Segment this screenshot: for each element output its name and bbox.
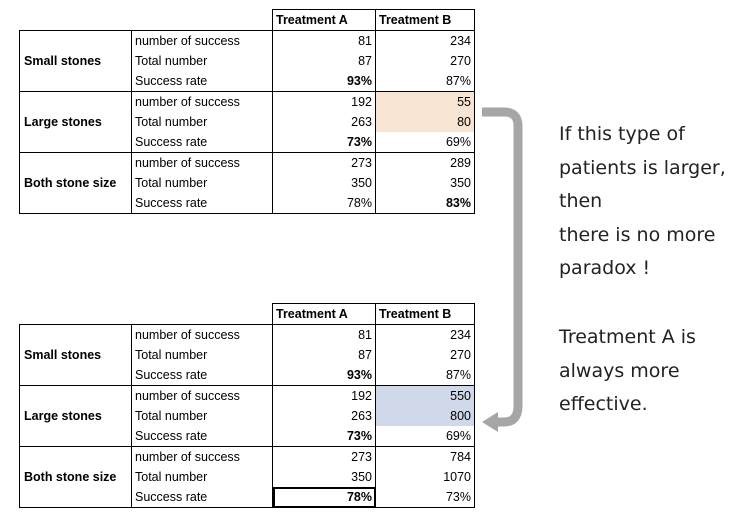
table-row: Success rate 73% 69% (19, 426, 475, 447)
value-a-boxed: 78% (272, 487, 376, 508)
group-label: Both stone size (19, 173, 132, 193)
table-row: number of success 192 55 (19, 91, 475, 112)
metric-label: Success rate (131, 71, 273, 92)
group-label: Both stone size (19, 467, 132, 487)
value-a: 350 (272, 173, 376, 193)
table-row: Success rate 78% 83% (19, 193, 475, 214)
note-line: there is no more (559, 223, 716, 246)
note-line: Treatment A is (559, 326, 696, 348)
metric-label: Total number (131, 467, 273, 487)
table-row: Success rate 93% 87% (19, 365, 475, 386)
value-b-highlighted: 800 (375, 406, 475, 426)
table-row: Small stones Total number 87 270 (19, 51, 475, 71)
header-treatment-a: Treatment A (272, 303, 376, 325)
value-a: 81 (272, 30, 376, 51)
value-a: 273 (272, 446, 376, 467)
value-b: 234 (375, 30, 475, 51)
table-row: number of success 81 234 (19, 30, 475, 51)
value-a: 93% (272, 71, 376, 92)
table-row: Large stones Total number 263 80 (19, 112, 475, 132)
value-a: 93% (272, 365, 376, 386)
note-line: patients is larger, (559, 156, 726, 179)
value-a: 263 (272, 406, 376, 426)
metric-label: Total number (131, 51, 273, 71)
value-b-highlighted: 550 (375, 385, 475, 406)
table-header-row: Treatment A Treatment B (20, 9, 475, 31)
table-row: Success rate 93% 87% (19, 71, 475, 92)
value-a: 350 (272, 467, 376, 487)
note-line: If this type of (559, 123, 685, 145)
value-a: 81 (272, 324, 376, 345)
metric-label: Success rate (131, 487, 273, 508)
value-b: 234 (375, 324, 475, 345)
value-a: 78% (272, 193, 376, 214)
value-b: 87% (375, 71, 475, 92)
bottom-comparison-table: Treatment A Treatment B number of succes… (19, 303, 475, 508)
group-label: Small stones (19, 345, 132, 365)
metric-label: Success rate (131, 193, 273, 214)
metric-label: Success rate (131, 365, 273, 386)
table-row: number of success 81 234 (19, 324, 475, 345)
value-a: 87 (272, 345, 376, 365)
table-row: Both stone size Total number 350 1070 (19, 467, 475, 487)
value-a: 273 (272, 152, 376, 173)
group-label: Large stones (19, 112, 132, 132)
header-treatment-b: Treatment B (375, 9, 475, 31)
value-a: 73% (272, 132, 376, 153)
top-comparison-table: Treatment A Treatment B number of succes… (19, 9, 475, 214)
value-b: 73% (375, 487, 475, 508)
metric-label: Total number (131, 112, 273, 132)
value-b-highlighted: 55 (375, 91, 475, 112)
value-b: 784 (375, 446, 475, 467)
note-line: always more (559, 359, 680, 382)
table-row: Small stones Total number 87 270 (19, 345, 475, 365)
group-label: Large stones (19, 406, 132, 426)
metric-label: Total number (131, 173, 273, 193)
header-treatment-a: Treatment A (272, 9, 376, 31)
value-b: 1070 (375, 467, 475, 487)
value-a: 73% (272, 426, 376, 447)
table-row: number of success 273 289 (19, 152, 475, 173)
metric-label: Total number (131, 345, 273, 365)
value-b: 69% (375, 426, 475, 447)
metric-label: number of success (131, 91, 273, 112)
metric-label: number of success (131, 30, 273, 51)
metric-label: number of success (131, 324, 273, 345)
explanation-note-top: If this type of patients is larger, then… (559, 118, 739, 286)
metric-label: number of success (131, 385, 273, 406)
metric-label: Success rate (131, 426, 273, 447)
metric-label: Success rate (131, 132, 273, 153)
value-a: 192 (272, 385, 376, 406)
explanation-note-bottom: Treatment A is always more effective. (559, 321, 739, 422)
value-b-highlighted: 80 (375, 112, 475, 132)
value-a: 192 (272, 91, 376, 112)
table-row: Large stones Total number 263 800 (19, 406, 475, 426)
value-a: 87 (272, 51, 376, 71)
table-row: number of success 192 550 (19, 385, 475, 406)
metric-label: number of success (131, 446, 273, 467)
table-row: Success rate 73% 69% (19, 132, 475, 153)
value-a: 263 (272, 112, 376, 132)
value-b: 83% (375, 193, 475, 214)
note-line: paradox ! (559, 257, 651, 279)
value-b: 87% (375, 365, 475, 386)
value-b: 289 (375, 152, 475, 173)
metric-label: number of success (131, 152, 273, 173)
value-b: 69% (375, 132, 475, 153)
table-row: Success rate 78% 73% (19, 487, 475, 508)
value-b: 350 (375, 173, 475, 193)
table-row: Both stone size Total number 350 350 (19, 173, 475, 193)
value-b: 270 (375, 51, 475, 71)
table-row: number of success 273 784 (19, 446, 475, 467)
group-label: Small stones (19, 51, 132, 71)
metric-label: Total number (131, 406, 273, 426)
table-header-row: Treatment A Treatment B (20, 303, 475, 325)
connector-arrow-icon (482, 107, 523, 432)
note-line: effective. (559, 393, 648, 415)
header-treatment-b: Treatment B (375, 303, 475, 325)
value-b: 270 (375, 345, 475, 365)
note-line: then (559, 190, 603, 212)
